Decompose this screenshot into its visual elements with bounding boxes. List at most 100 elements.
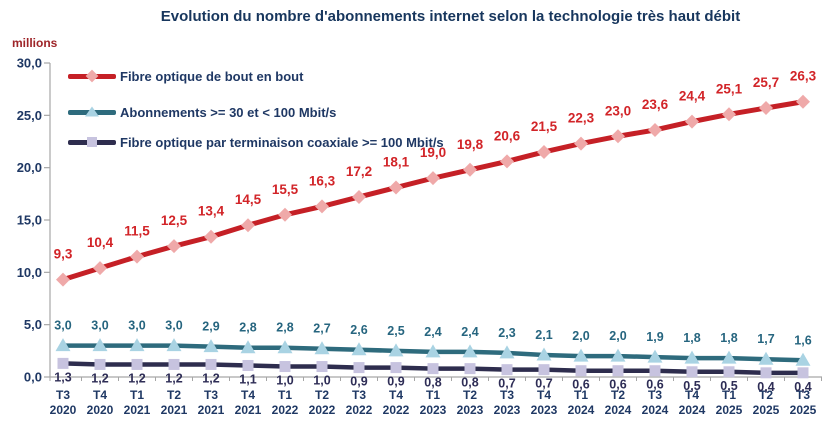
data-point-marker xyxy=(721,350,737,364)
x-axis-quarter-label: T1 xyxy=(426,388,440,402)
data-point-marker xyxy=(130,249,144,264)
data-point-label: 20,6 xyxy=(494,128,521,143)
data-point-label: 1,9 xyxy=(646,330,663,344)
data-point-label: 17,2 xyxy=(346,164,372,179)
data-point-marker xyxy=(390,362,402,374)
data-point-marker xyxy=(168,358,180,370)
data-point-label: 2,5 xyxy=(387,324,404,338)
data-point-label: 0,9 xyxy=(387,375,404,389)
x-axis-quarter-label: T3 xyxy=(648,388,662,402)
x-axis-year-label: 2022 xyxy=(272,403,299,417)
data-point-label: 23,0 xyxy=(605,103,631,118)
x-axis-quarter-label: T4 xyxy=(93,388,107,402)
data-point-marker xyxy=(93,261,107,276)
data-point-marker xyxy=(353,362,365,374)
data-point-label: 14,5 xyxy=(235,192,262,207)
data-point-marker xyxy=(760,367,772,379)
data-point-marker xyxy=(758,351,774,365)
data-point-label: 22,3 xyxy=(568,111,595,126)
data-point-label: 13,4 xyxy=(198,204,225,219)
data-point-label: 0,7 xyxy=(498,377,515,391)
data-point-marker xyxy=(610,348,626,362)
data-point-label: 1,2 xyxy=(202,371,219,385)
data-point-marker xyxy=(92,338,108,352)
data-point-label: 3,0 xyxy=(91,319,108,333)
x-axis-year-label: 2022 xyxy=(309,403,336,417)
x-axis-year-label: 2023 xyxy=(494,403,521,417)
data-point-marker xyxy=(55,338,71,352)
data-point-label: 0,5 xyxy=(720,379,737,393)
x-axis-quarter-label: T4 xyxy=(389,388,403,402)
data-point-label: 21,5 xyxy=(531,119,558,134)
y-axis-tick-label: 15,0 xyxy=(17,213,42,228)
data-point-marker xyxy=(131,358,143,370)
data-point-marker xyxy=(612,365,624,377)
data-point-label: 0,4 xyxy=(794,380,811,394)
data-point-label: 15,5 xyxy=(272,182,299,197)
data-point-label: 3,0 xyxy=(128,319,145,333)
data-point-marker xyxy=(722,107,736,122)
x-axis-quarter-label: T3 xyxy=(796,388,810,402)
data-point-label: 0,8 xyxy=(461,376,478,390)
data-point-label: 2,1 xyxy=(535,328,552,342)
data-point-label: 10,4 xyxy=(87,235,114,250)
x-axis-quarter-label: T3 xyxy=(56,388,70,402)
x-axis-year-label: 2020 xyxy=(50,403,77,417)
data-point-label: 1,8 xyxy=(683,331,700,345)
data-point-marker xyxy=(166,338,182,352)
data-point-label: 0,5 xyxy=(683,379,700,393)
y-axis-unit-label: millions xyxy=(12,36,58,50)
y-axis-tick-label: 0,0 xyxy=(24,370,42,385)
data-point-label: 0,6 xyxy=(572,378,589,392)
data-point-marker xyxy=(389,180,403,195)
data-point-marker xyxy=(537,144,551,159)
x-axis-year-label: 2022 xyxy=(346,403,373,417)
data-point-marker xyxy=(241,218,255,233)
data-point-label: 2,8 xyxy=(239,321,256,335)
data-point-marker xyxy=(427,363,439,375)
data-point-marker xyxy=(388,343,404,357)
data-point-marker xyxy=(573,348,589,362)
data-point-marker xyxy=(351,342,367,356)
x-axis-quarter-label: T2 xyxy=(167,388,181,402)
x-axis-year-label: 2020 xyxy=(87,403,114,417)
data-point-label: 2,9 xyxy=(202,320,219,334)
data-point-marker xyxy=(314,341,330,355)
data-point-marker xyxy=(203,339,219,353)
legend-label: Fibre optique par terminaison coaxiale >… xyxy=(120,134,444,150)
y-axis-tick-label: 10,0 xyxy=(17,265,42,280)
x-axis-year-label: 2021 xyxy=(198,403,225,417)
data-point-label: 2,6 xyxy=(350,323,367,337)
data-point-marker xyxy=(500,154,514,169)
data-point-label: 1,3 xyxy=(54,370,71,384)
x-axis-year-label: 2024 xyxy=(642,403,669,417)
data-point-label: 1,6 xyxy=(794,333,811,347)
data-point-marker xyxy=(205,358,217,370)
data-point-marker xyxy=(462,344,478,358)
data-point-label: 0,4 xyxy=(757,380,774,394)
data-point-label: 3,0 xyxy=(54,319,71,333)
legend-line-swatch xyxy=(68,69,116,83)
data-point-marker xyxy=(129,338,145,352)
x-axis-quarter-label: T1 xyxy=(722,388,736,402)
data-point-label: 1,0 xyxy=(276,374,293,388)
data-point-label: 0,8 xyxy=(424,376,441,390)
data-point-label: 0,9 xyxy=(350,375,367,389)
legend-line-swatch xyxy=(68,106,116,117)
data-point-label: 2,0 xyxy=(609,329,626,343)
data-point-marker xyxy=(499,345,515,359)
y-axis-tick-label: 5,0 xyxy=(24,317,42,332)
data-point-marker xyxy=(649,365,661,377)
data-point-marker xyxy=(684,350,700,364)
data-point-marker xyxy=(501,364,513,376)
x-axis-quarter-label: T3 xyxy=(204,388,218,402)
data-point-marker xyxy=(240,340,256,354)
data-point-marker xyxy=(796,94,810,109)
data-point-label: 1,1 xyxy=(239,372,256,386)
data-point-label: 1,2 xyxy=(91,371,108,385)
data-point-label: 25,1 xyxy=(716,81,743,96)
data-point-label: 19,0 xyxy=(420,145,446,160)
data-point-label: 16,3 xyxy=(309,173,336,188)
data-point-label: 0,6 xyxy=(609,378,626,392)
